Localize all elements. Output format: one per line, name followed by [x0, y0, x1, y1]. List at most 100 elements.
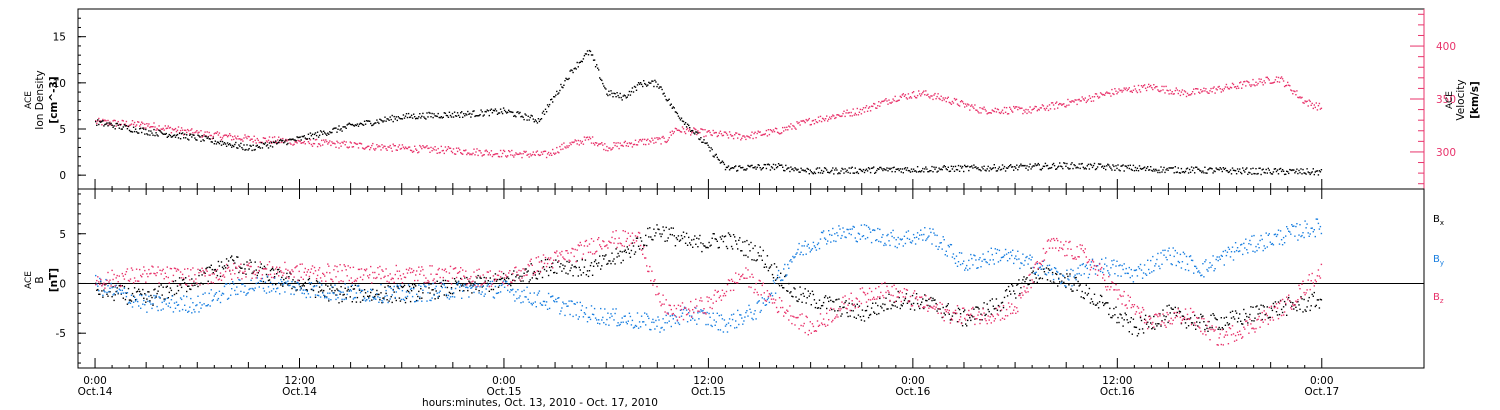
bx-point: [1111, 316, 1113, 319]
bz-point: [210, 281, 212, 283]
velocity-point: [467, 152, 469, 154]
bx-point: [353, 288, 356, 290]
by-point: [1023, 264, 1025, 266]
bx-point: [299, 285, 301, 288]
bx-point: [465, 284, 467, 286]
by-point: [773, 282, 776, 284]
bx-point: [349, 296, 351, 298]
density-point: [203, 140, 205, 142]
density-point: [873, 166, 875, 168]
velocity-point: [1222, 90, 1224, 92]
velocity-point: [920, 95, 922, 97]
density-point: [1183, 171, 1186, 174]
velocity-point: [139, 125, 141, 127]
bx-point: [892, 304, 894, 307]
by-point: [1293, 225, 1295, 227]
velocity-point: [710, 134, 712, 136]
bx-point: [865, 309, 868, 312]
by-point: [990, 247, 992, 249]
bx-point: [594, 259, 597, 261]
bx-point: [238, 271, 240, 274]
by-point: [153, 294, 155, 297]
bx-point: [734, 236, 736, 238]
bx-point: [1039, 277, 1041, 279]
bx-point: [492, 288, 495, 291]
velocity-point: [1155, 86, 1157, 88]
bx-point: [886, 308, 888, 310]
velocity-point: [1240, 81, 1242, 83]
velocity-point: [183, 134, 185, 136]
bz-point: [102, 283, 104, 286]
bx-point: [878, 312, 880, 315]
bx-point: [1229, 311, 1232, 314]
bx-point: [306, 289, 308, 291]
by-point: [1087, 276, 1090, 279]
velocity-point: [167, 125, 169, 127]
bx-point: [1110, 316, 1112, 319]
by-point: [707, 323, 709, 326]
by-point: [325, 296, 327, 298]
density-point: [802, 169, 804, 171]
by-point: [106, 291, 108, 294]
by-point: [909, 241, 912, 243]
by-point: [394, 296, 396, 299]
density-point: [311, 133, 314, 135]
bx-point: [1049, 280, 1052, 282]
density-point: [693, 132, 695, 134]
by-point: [902, 245, 904, 247]
density-point: [748, 165, 750, 167]
by-point: [249, 287, 251, 290]
by-point: [750, 311, 752, 314]
density-point: [597, 67, 599, 69]
density-point: [523, 118, 525, 121]
density-point: [1210, 167, 1212, 170]
velocity-point: [453, 153, 456, 155]
density-point: [1226, 170, 1229, 172]
density-point: [704, 142, 706, 144]
bx-point: [815, 302, 818, 304]
density-point: [437, 112, 439, 115]
bx-point: [304, 281, 306, 284]
by-point: [832, 227, 834, 230]
bx-point: [697, 246, 699, 248]
density-point: [147, 134, 149, 136]
velocity-point: [122, 120, 124, 122]
density-point: [425, 118, 427, 120]
by-point: [1065, 285, 1067, 288]
bx-point: [384, 286, 386, 288]
velocity-point: [281, 141, 283, 144]
velocity-point: [208, 131, 210, 134]
bx-point: [1047, 268, 1050, 270]
velocity-point: [584, 139, 587, 141]
velocity-point: [1188, 94, 1191, 96]
bx-point: [854, 305, 856, 307]
velocity-point: [878, 101, 880, 103]
density-point: [530, 114, 532, 117]
by-point: [565, 303, 567, 305]
by-point: [432, 282, 434, 285]
bx-point: [599, 255, 601, 257]
density-point: [1070, 163, 1072, 166]
density-point: [249, 144, 251, 147]
density-point: [715, 153, 717, 156]
density-point: [172, 134, 175, 137]
velocity-point: [579, 140, 581, 142]
density-point: [882, 169, 884, 172]
by-point: [198, 311, 200, 313]
by-point: [683, 306, 686, 308]
bx-point: [1306, 306, 1308, 308]
density-point: [951, 168, 954, 170]
bx-point: [946, 304, 948, 307]
density-point: [331, 131, 333, 134]
by-point: [725, 323, 728, 326]
velocity-point: [1275, 76, 1278, 78]
bx-point: [842, 306, 844, 309]
bx-point: [1011, 283, 1013, 286]
by-point: [985, 261, 987, 263]
bx-point: [1154, 328, 1156, 330]
velocity-point: [882, 100, 884, 103]
by-point: [632, 327, 635, 329]
density-point: [1156, 169, 1158, 172]
density-point: [773, 168, 776, 171]
bx-point: [603, 258, 605, 260]
